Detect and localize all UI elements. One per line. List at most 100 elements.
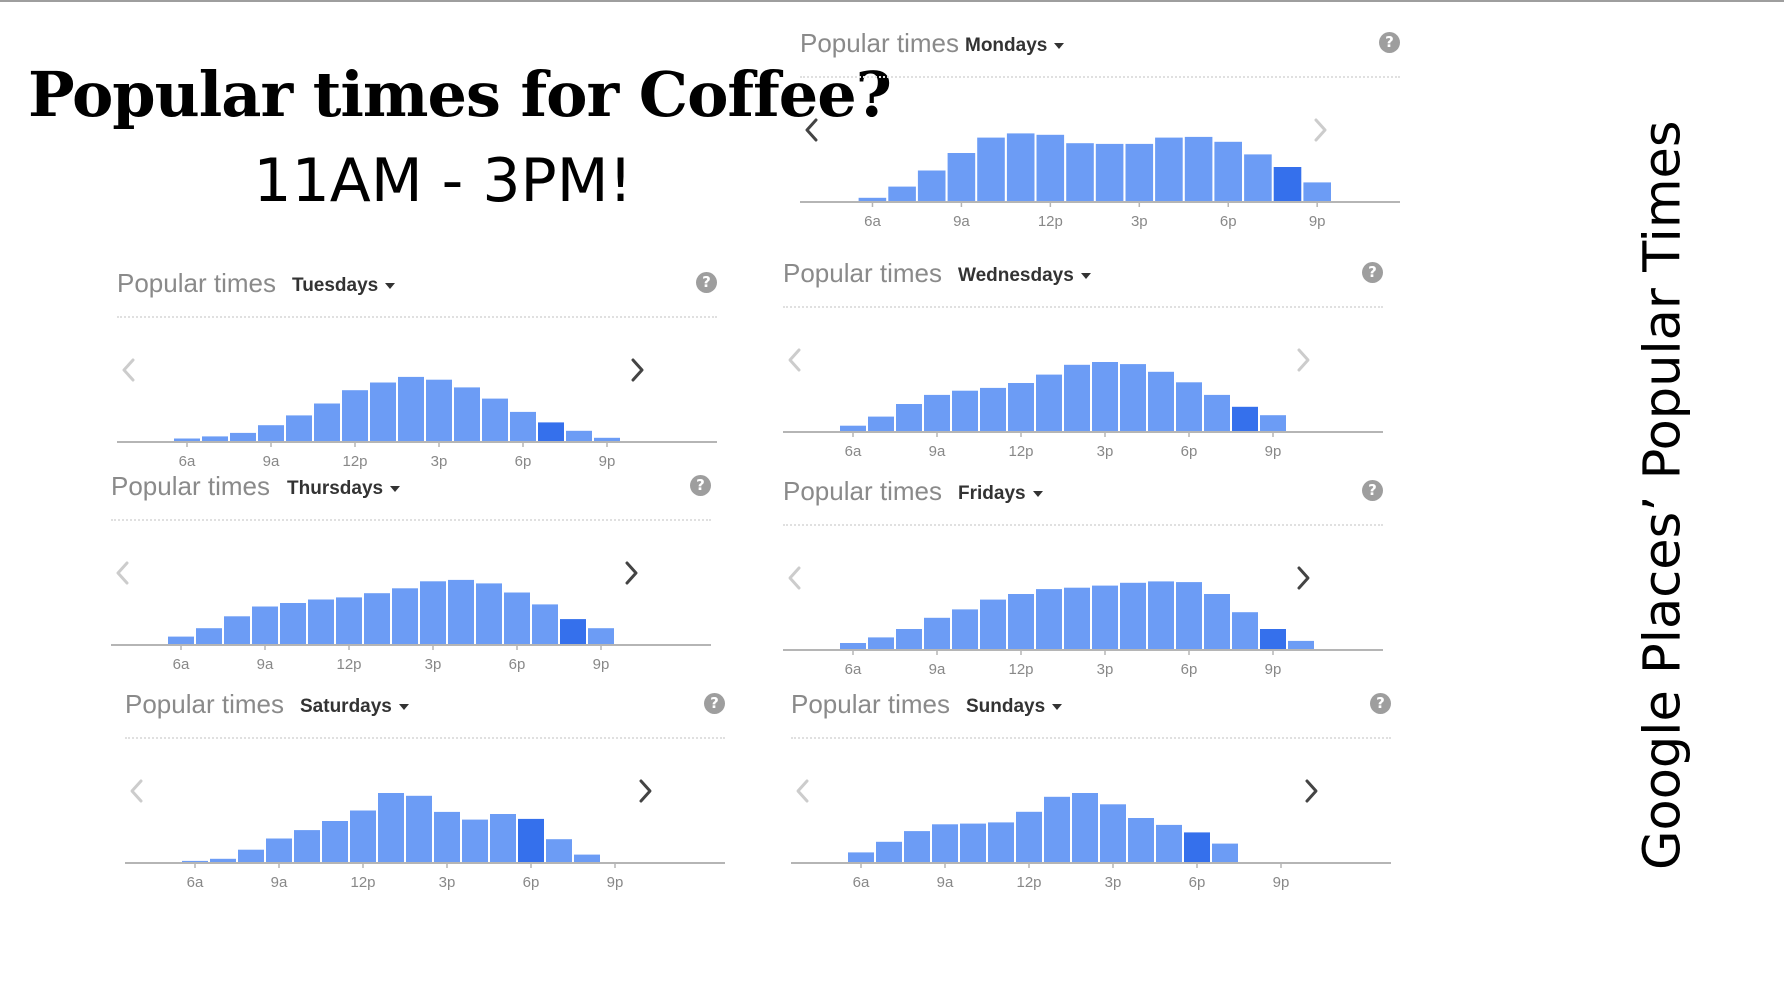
bar[interactable] <box>546 839 572 863</box>
bar[interactable] <box>238 849 264 863</box>
bar[interactable] <box>1303 182 1331 202</box>
bar[interactable] <box>1214 141 1242 202</box>
bar[interactable] <box>594 437 620 442</box>
bar[interactable] <box>1148 371 1174 432</box>
bar[interactable] <box>182 860 208 863</box>
bar[interactable] <box>947 153 976 202</box>
bar[interactable] <box>1036 134 1065 202</box>
bar[interactable] <box>168 636 194 645</box>
chevron-left-icon[interactable] <box>122 358 135 382</box>
bar[interactable] <box>1072 793 1098 863</box>
day-dropdown[interactable]: Saturdays <box>300 696 409 718</box>
bar[interactable] <box>210 858 236 863</box>
bar[interactable] <box>1120 364 1146 432</box>
day-dropdown[interactable]: Mondays <box>965 35 1065 57</box>
bar[interactable] <box>574 854 600 863</box>
chevron-left-icon[interactable] <box>130 779 143 803</box>
bar[interactable] <box>840 643 866 650</box>
bar-current-hour[interactable] <box>1232 406 1258 432</box>
bar[interactable] <box>266 838 292 864</box>
bar[interactable] <box>1148 581 1174 650</box>
help-icon[interactable]: ? <box>1379 32 1400 53</box>
bar[interactable] <box>848 852 874 863</box>
bar[interactable] <box>1066 143 1094 202</box>
day-dropdown[interactable]: Thursdays <box>287 478 401 500</box>
day-dropdown[interactable]: Sundays <box>966 696 1063 718</box>
bar[interactable] <box>1064 587 1090 650</box>
bar[interactable] <box>174 438 200 443</box>
bar-current-hour[interactable] <box>560 619 586 645</box>
bar[interactable] <box>454 387 480 442</box>
bar-current-hour[interactable] <box>518 818 544 863</box>
bar[interactable] <box>252 606 278 646</box>
chevron-right-icon[interactable] <box>625 561 638 585</box>
chevron-right-icon[interactable] <box>1314 118 1327 142</box>
bar[interactable] <box>426 379 452 442</box>
bar[interactable] <box>876 841 902 864</box>
bar[interactable] <box>258 425 284 442</box>
bar[interactable] <box>1044 796 1070 864</box>
bar[interactable] <box>1125 143 1154 202</box>
bar[interactable] <box>476 583 502 645</box>
bar[interactable] <box>504 592 530 646</box>
bar[interactable] <box>1176 582 1202 650</box>
bar[interactable] <box>868 637 894 650</box>
bar[interactable] <box>1232 612 1258 650</box>
bar[interactable] <box>398 376 424 442</box>
help-icon[interactable]: ? <box>1362 262 1383 283</box>
bar[interactable] <box>406 795 432 863</box>
help-icon[interactable]: ? <box>690 475 711 496</box>
bar[interactable] <box>1064 364 1090 432</box>
bar[interactable] <box>1092 362 1118 432</box>
bar[interactable] <box>1156 824 1182 863</box>
bar-current-hour[interactable] <box>1260 629 1286 650</box>
bar[interactable] <box>196 628 222 645</box>
bar[interactable] <box>588 628 614 645</box>
help-icon[interactable]: ? <box>704 693 725 714</box>
day-dropdown[interactable]: Wednesdays <box>958 265 1091 287</box>
bar[interactable] <box>336 597 362 645</box>
bar-current-hour[interactable] <box>538 422 564 442</box>
bar[interactable] <box>952 390 978 432</box>
bar[interactable] <box>1176 382 1202 432</box>
help-icon[interactable]: ? <box>696 272 717 293</box>
bar[interactable] <box>1008 383 1034 432</box>
bar[interactable] <box>420 581 446 645</box>
chevron-left-icon[interactable] <box>796 779 809 803</box>
bar[interactable] <box>314 403 340 443</box>
bar[interactable] <box>510 411 536 442</box>
bar[interactable] <box>1036 374 1062 432</box>
bar[interactable] <box>896 629 922 650</box>
bar-current-hour[interactable] <box>1273 167 1302 202</box>
bar[interactable] <box>952 609 978 650</box>
chevron-left-icon[interactable] <box>805 118 818 142</box>
bar[interactable] <box>294 830 320 863</box>
bar[interactable] <box>392 588 418 645</box>
bar[interactable] <box>988 822 1014 863</box>
bar[interactable] <box>1204 594 1230 650</box>
chevron-right-icon[interactable] <box>1297 566 1310 590</box>
bar[interactable] <box>308 599 334 646</box>
bar[interactable] <box>1100 804 1126 864</box>
bar[interactable] <box>378 793 404 863</box>
bar[interactable] <box>1204 394 1230 432</box>
bar[interactable] <box>980 387 1006 432</box>
bar[interactable] <box>230 432 256 442</box>
bar[interactable] <box>224 616 250 645</box>
bar[interactable] <box>202 436 228 442</box>
bar[interactable] <box>566 430 592 442</box>
bar[interactable] <box>322 821 348 863</box>
bar[interactable] <box>840 425 866 432</box>
bar[interactable] <box>1128 818 1154 863</box>
bar[interactable] <box>1288 640 1314 650</box>
chevron-left-icon[interactable] <box>116 561 129 585</box>
bar[interactable] <box>932 824 958 864</box>
bar[interactable] <box>532 604 558 645</box>
bar[interactable] <box>364 593 390 645</box>
bar-current-hour[interactable] <box>1184 832 1210 863</box>
bar[interactable] <box>924 394 950 432</box>
bar[interactable] <box>960 823 986 863</box>
bar[interactable] <box>1120 582 1146 650</box>
bar[interactable] <box>1092 585 1118 650</box>
bar[interactable] <box>980 599 1006 650</box>
